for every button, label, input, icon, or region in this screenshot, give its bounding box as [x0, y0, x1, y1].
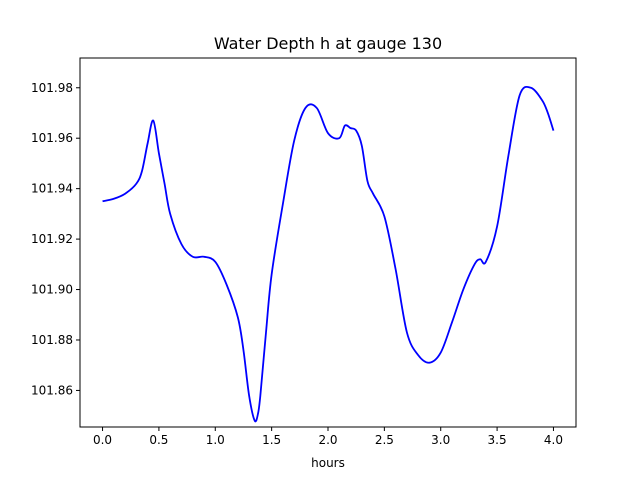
y-tick-label: 101.92: [31, 232, 73, 246]
series-line: [102, 85, 555, 423]
x-tick-label: 2.0: [318, 433, 337, 447]
x-tick-label: 2.5: [375, 433, 394, 447]
x-tick-label: 0.5: [149, 433, 168, 447]
y-tick-label: 101.94: [31, 182, 73, 196]
y-tick-label: 101.90: [31, 283, 73, 297]
y-tick-label: 101.96: [31, 131, 73, 145]
x-tick-label: 1.5: [262, 433, 281, 447]
x-tick-label: 3.5: [488, 433, 507, 447]
y-axis: 101.86 101.88 101.90 101.92 101.94 101.96 101.…: [31, 81, 80, 397]
y-tick-label: 101.98: [31, 81, 73, 95]
plot-area: [102, 85, 555, 423]
y-tick-label: 101.86: [31, 383, 73, 397]
x-axis: 0.0 0.5 1.0 1.5 2.0 2.5 3.0 3.5 4.0: [93, 427, 563, 447]
chart-title: Water Depth h at gauge 130: [214, 34, 442, 53]
y-tick-label: 101.88: [31, 333, 73, 347]
x-tick-label: 1.0: [206, 433, 225, 447]
x-tick-label: 3.0: [431, 433, 450, 447]
x-tick-label: 4.0: [544, 433, 563, 447]
x-tick-label: 0.0: [93, 433, 112, 447]
x-axis-label: hours: [311, 456, 345, 470]
